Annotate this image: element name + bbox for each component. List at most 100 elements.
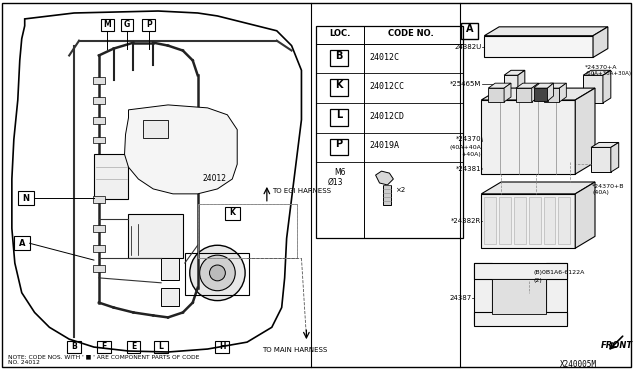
Text: (60A+30A+30A): (60A+30A+30A) xyxy=(585,71,631,76)
Text: B: B xyxy=(335,51,342,61)
Text: Ø13: Ø13 xyxy=(328,178,344,187)
Polygon shape xyxy=(125,105,237,194)
Text: *25465M: *25465M xyxy=(450,81,481,87)
Circle shape xyxy=(190,245,245,301)
Polygon shape xyxy=(481,182,595,194)
Text: 24012: 24012 xyxy=(203,174,227,183)
Bar xyxy=(484,197,496,244)
Polygon shape xyxy=(543,88,559,102)
Ellipse shape xyxy=(180,137,202,148)
Bar xyxy=(93,97,105,104)
Polygon shape xyxy=(559,83,566,102)
Bar xyxy=(93,245,105,252)
Polygon shape xyxy=(548,83,554,101)
Polygon shape xyxy=(516,83,539,88)
Text: F: F xyxy=(101,342,106,351)
Polygon shape xyxy=(12,11,301,352)
Ellipse shape xyxy=(180,151,202,163)
Circle shape xyxy=(525,269,532,277)
Bar xyxy=(129,214,183,258)
Polygon shape xyxy=(488,88,504,102)
Text: K: K xyxy=(229,208,236,217)
Polygon shape xyxy=(488,83,511,88)
Polygon shape xyxy=(534,88,548,101)
Circle shape xyxy=(209,265,225,281)
Bar xyxy=(94,154,129,199)
Text: 24012CD: 24012CD xyxy=(370,112,404,121)
Bar xyxy=(142,19,155,31)
Text: ×2: ×2 xyxy=(396,187,406,193)
Polygon shape xyxy=(484,36,593,57)
Bar xyxy=(316,26,463,238)
Polygon shape xyxy=(611,142,619,172)
Bar xyxy=(161,258,179,280)
Bar xyxy=(18,191,34,205)
Polygon shape xyxy=(516,88,532,102)
Bar xyxy=(330,49,348,66)
Polygon shape xyxy=(481,100,575,174)
Text: NOTE: CODE NOS. WITH ' ■ ' ARE COMPONENT PARTS OF CODE: NOTE: CODE NOS. WITH ' ■ ' ARE COMPONENT… xyxy=(8,354,199,359)
Polygon shape xyxy=(534,83,554,88)
Text: *24381: *24381 xyxy=(456,166,481,172)
Text: +40A): +40A) xyxy=(461,152,481,157)
Circle shape xyxy=(200,255,236,291)
Bar xyxy=(514,197,526,244)
Text: 24012C: 24012C xyxy=(370,52,399,61)
Polygon shape xyxy=(593,27,608,57)
Bar xyxy=(154,341,168,353)
Text: *24370+B: *24370+B xyxy=(592,184,625,189)
Polygon shape xyxy=(532,83,539,102)
Text: FRONT: FRONT xyxy=(601,341,633,350)
Text: X240005M: X240005M xyxy=(561,360,597,369)
Text: (B)0B1A6-6122A: (B)0B1A6-6122A xyxy=(534,270,585,275)
Bar xyxy=(474,263,567,279)
Bar xyxy=(499,197,511,244)
Bar xyxy=(198,204,296,258)
Polygon shape xyxy=(484,27,608,36)
Circle shape xyxy=(521,265,537,281)
Text: LOC.: LOC. xyxy=(330,29,351,38)
Polygon shape xyxy=(583,70,611,75)
Text: A: A xyxy=(19,239,25,248)
Text: 24019A: 24019A xyxy=(370,141,399,151)
Text: G: G xyxy=(124,20,130,29)
Bar xyxy=(225,207,240,219)
Polygon shape xyxy=(481,194,575,248)
Bar xyxy=(93,196,105,203)
Text: NO. 24012: NO. 24012 xyxy=(8,360,40,365)
Text: E: E xyxy=(131,342,136,351)
Polygon shape xyxy=(583,75,603,103)
Text: TO EGI HARNESS: TO EGI HARNESS xyxy=(272,188,331,194)
Polygon shape xyxy=(504,83,511,102)
Polygon shape xyxy=(603,70,611,103)
Bar xyxy=(93,265,105,272)
Text: B: B xyxy=(71,342,77,351)
Bar xyxy=(143,120,168,138)
Polygon shape xyxy=(591,147,611,172)
Text: L: L xyxy=(336,110,342,120)
Text: (40A+40A: (40A+40A xyxy=(449,145,481,150)
Text: M6: M6 xyxy=(334,168,346,177)
Bar xyxy=(330,109,348,126)
Bar xyxy=(330,79,348,96)
Bar xyxy=(545,263,567,324)
Bar xyxy=(492,279,545,314)
Bar xyxy=(93,137,105,144)
Text: K: K xyxy=(335,80,343,90)
Bar xyxy=(529,197,541,244)
Polygon shape xyxy=(575,88,595,174)
Text: A: A xyxy=(466,24,473,34)
Bar xyxy=(543,197,556,244)
Text: P: P xyxy=(335,140,342,150)
Text: TO MAIN HARNESS: TO MAIN HARNESS xyxy=(262,347,327,353)
Polygon shape xyxy=(591,142,619,147)
Bar xyxy=(101,19,114,31)
Text: 24387: 24387 xyxy=(449,295,472,301)
Bar xyxy=(185,253,249,295)
Bar xyxy=(461,23,478,39)
Polygon shape xyxy=(504,70,525,75)
Polygon shape xyxy=(518,70,525,93)
Polygon shape xyxy=(504,75,518,93)
Polygon shape xyxy=(543,83,566,88)
Text: N: N xyxy=(22,194,29,203)
